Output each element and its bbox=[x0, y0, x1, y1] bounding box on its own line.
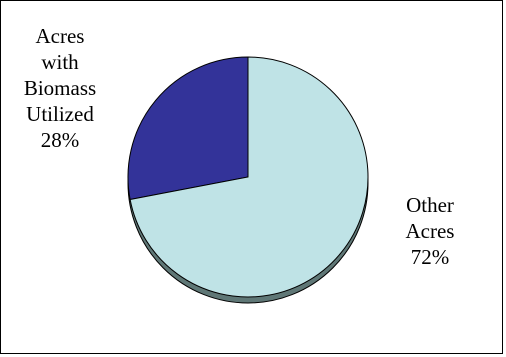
slice-label-biomass: Acres with Biomass Utilized 28% bbox=[24, 24, 96, 152]
slice-label-line: Acres bbox=[406, 219, 455, 243]
pie-slices bbox=[127, 56, 369, 298]
slice-label-other: Other Acres 72% bbox=[406, 193, 455, 269]
slice-label-line: 72% bbox=[411, 245, 450, 269]
slice-label-line: Utilized bbox=[26, 102, 94, 126]
pie-labels: Acres with Biomass Utilized 28% Other Acres 72… bbox=[24, 24, 455, 269]
slice-label-line: Biomass bbox=[24, 76, 96, 100]
slice-label-line: 28% bbox=[41, 128, 80, 152]
pie-slice-other bbox=[129, 56, 369, 298]
slice-label-line: with bbox=[41, 50, 79, 74]
slice-label-line: Other bbox=[406, 193, 454, 217]
slice-label-line: Acres bbox=[36, 24, 85, 48]
pie-slice-biomass bbox=[127, 56, 249, 201]
